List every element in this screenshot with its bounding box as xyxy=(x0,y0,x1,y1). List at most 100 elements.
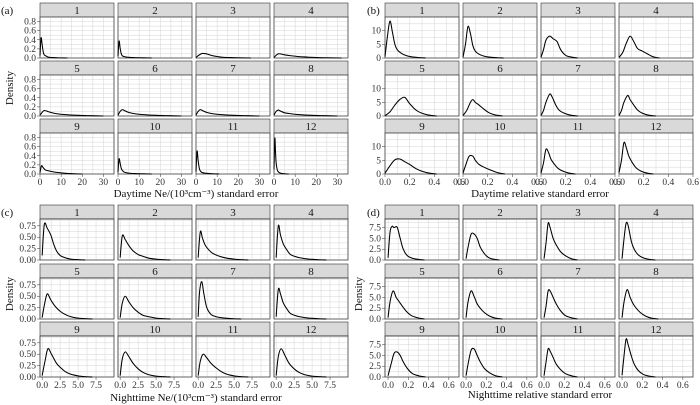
panel-border xyxy=(195,218,271,261)
x-tick-label: 0.0 xyxy=(379,178,391,188)
facet-label: 5 xyxy=(419,266,425,278)
x-tick-label: 0.0 xyxy=(538,381,550,391)
facet-label: 3 xyxy=(230,5,236,17)
x-tick-label: 0.4 xyxy=(423,381,435,391)
x-tick-label: 20 xyxy=(234,178,244,188)
panel-border xyxy=(384,74,460,117)
density-curve-5 xyxy=(39,109,104,117)
x-tick-label: 0.4 xyxy=(657,381,669,391)
density-curve-8 xyxy=(621,289,659,320)
facet-panel: 7 xyxy=(540,263,616,320)
panel-border xyxy=(39,16,115,59)
density-curve-6 xyxy=(465,290,503,320)
facet-panel: 6 xyxy=(462,60,538,117)
x-tick-label: 0.4 xyxy=(506,178,518,188)
x-tick-label: 0.2 xyxy=(560,178,572,188)
x-tick-label: 0.0 xyxy=(616,381,628,391)
panel-border xyxy=(195,335,271,378)
x-tick-label: 10 xyxy=(290,178,300,188)
x-tick-label: 30 xyxy=(333,178,343,188)
facet-panel: 11 0.0 2.5 5.0 7.5 xyxy=(192,321,271,391)
facet-panel: 7 xyxy=(195,263,271,320)
facet-label: 6 xyxy=(497,266,503,278)
x-tick-label: 0.6 xyxy=(531,178,543,188)
density-curve-3 xyxy=(540,35,579,59)
facet-panel: 8 xyxy=(618,60,694,117)
x-tick-label: 0.6 xyxy=(453,178,465,188)
density-curve-5 xyxy=(384,96,437,117)
facet-label: 10 xyxy=(495,121,507,133)
facet-label: 9 xyxy=(419,121,425,133)
density-curve-10 xyxy=(117,158,152,175)
x-tick-label: 20 xyxy=(312,178,322,188)
y-tick-label: 0.6 xyxy=(24,143,36,153)
facet-panel: 1 0.00.20.40.60.8 xyxy=(24,2,115,64)
density-curve-6 xyxy=(119,295,171,320)
x-tick-label: 0.2 xyxy=(638,178,650,188)
y-tick-label: 0.25 xyxy=(19,304,36,314)
facet-panel: 4 xyxy=(273,204,349,261)
panel-area xyxy=(195,132,271,175)
panel-area xyxy=(117,132,193,175)
y-tick-label: 0.75 xyxy=(19,222,36,232)
density-curve-7 xyxy=(543,289,578,320)
x-tick-label: 30 xyxy=(177,178,187,188)
facet-panel: 11 0.0 0.2 0.4 0.6 xyxy=(538,321,616,391)
facet-label: 2 xyxy=(497,207,503,219)
x-tick-label: 0.0 xyxy=(460,381,472,391)
chart-tag: (c) xyxy=(1,207,14,219)
x-tick-label: 10 xyxy=(212,178,222,188)
facet-label: 10 xyxy=(150,324,162,336)
panel-area xyxy=(39,16,115,59)
density-curve-12 xyxy=(618,141,654,175)
facet-label: 5 xyxy=(74,63,80,75)
y-tick-label: 0.0 xyxy=(369,373,381,383)
density-curve-2 xyxy=(462,25,504,59)
y-tick-label: 5.0 xyxy=(369,234,381,244)
panel-area xyxy=(540,218,616,261)
density-curve-10 xyxy=(119,351,171,378)
facet-label: 12 xyxy=(651,121,662,133)
y-axis-title: Density xyxy=(4,276,16,311)
panel-area xyxy=(195,16,271,59)
y-tick-label: 0.2 xyxy=(24,103,36,113)
density-curve-4 xyxy=(273,53,342,59)
x-tick-label: 2.5 xyxy=(54,381,66,391)
y-tick-label: 0.0 xyxy=(24,54,36,64)
panel-border xyxy=(540,132,616,175)
density-curve-1 xyxy=(39,37,68,59)
y-tick-label: 0.4 xyxy=(24,36,36,46)
x-tick-label: 0 xyxy=(38,178,43,188)
y-tick-label: 5 xyxy=(376,156,381,166)
facet-panel: 9 0.00.20.40.60.8 0 10 20 30 xyxy=(24,118,115,188)
facet-label: 2 xyxy=(152,5,158,17)
x-tick-label: 0 xyxy=(116,178,121,188)
facet-label: 8 xyxy=(308,63,314,75)
density-curve-4 xyxy=(618,35,660,59)
y-tick-label: 0.6 xyxy=(24,85,36,95)
x-tick-label: 20 xyxy=(78,178,88,188)
density-curve-3 xyxy=(195,52,251,59)
x-tick-label: 7.5 xyxy=(246,381,258,391)
x-tick-label: 0.2 xyxy=(558,381,570,391)
y-tick-label: 0.00 xyxy=(19,315,36,325)
x-tick-label: 0.2 xyxy=(480,381,492,391)
density-curve-4 xyxy=(621,221,656,261)
density-curve-12 xyxy=(273,137,289,175)
facet-label: 3 xyxy=(575,5,581,17)
facet-panel: 11 0.0 0.2 0.4 0.6 xyxy=(535,118,621,188)
facet-label: 11 xyxy=(573,324,584,336)
facet-label: 2 xyxy=(152,207,158,219)
facet-panel: 3 xyxy=(540,204,616,261)
x-tick-label: 30 xyxy=(255,178,265,188)
y-tick-label: 10 xyxy=(372,85,382,95)
facet-panel: 3 xyxy=(195,204,271,261)
facet-panel: 2 xyxy=(117,2,193,59)
x-tick-label: 2.5 xyxy=(210,381,222,391)
panel-border xyxy=(462,218,538,261)
facet-panel: 9 0 5 10 0.0 0.2 0.4 0.6 xyxy=(372,118,465,188)
density-curve-9 xyxy=(41,348,93,378)
y-tick-label: 0.0 xyxy=(369,256,381,266)
